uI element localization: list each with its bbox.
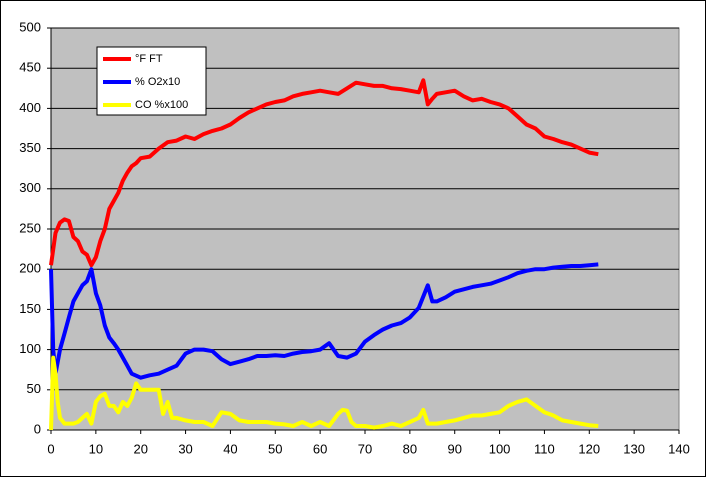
series-line (49, 78, 599, 268)
y-tick-label: 0 (34, 421, 41, 436)
x-tick-label: 140 (668, 441, 690, 456)
y-tick-label: 400 (19, 100, 41, 115)
x-tick-label: 0 (47, 441, 54, 456)
x-tick-label: 60 (313, 441, 327, 456)
x-tick-label: 120 (578, 441, 600, 456)
x-tick-label: 80 (403, 441, 417, 456)
y-tick-label: 250 (19, 220, 41, 235)
x-tick-label: 90 (447, 441, 461, 456)
x-tick-label: 70 (358, 441, 372, 456)
series-line (49, 355, 599, 431)
legend: °F FT % O2x10 CO %x100 (96, 46, 207, 116)
x-tick-label: 10 (89, 441, 103, 456)
series-line (49, 262, 599, 380)
x-tick-label: 130 (623, 441, 645, 456)
legend-label: % O2x10 (135, 76, 180, 88)
y-tick-label: 350 (19, 140, 41, 155)
y-tick-label: 300 (19, 180, 41, 195)
y-tick-label: 50 (27, 381, 41, 396)
legend-label: CO %x100 (135, 99, 188, 111)
y-tick-label: 500 (19, 19, 41, 34)
legend-label: °F FT (135, 53, 163, 65)
x-tick-label: 20 (133, 441, 147, 456)
y-tick-label: 150 (19, 301, 41, 316)
y-tick-label: 450 (19, 60, 41, 75)
x-tick-label: 110 (534, 441, 555, 456)
x-tick-label: 50 (268, 441, 282, 456)
x-tick-label: 100 (489, 441, 511, 456)
y-tick-label: 200 (19, 261, 41, 276)
y-tick-label: 100 (19, 341, 41, 356)
x-tick-label: 30 (178, 441, 192, 456)
x-tick-label: 40 (223, 441, 237, 456)
